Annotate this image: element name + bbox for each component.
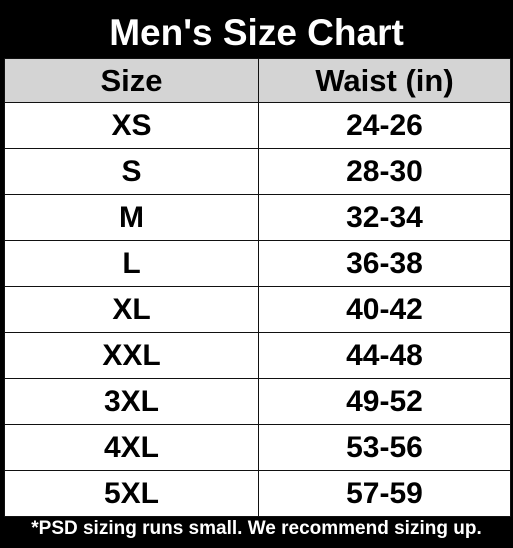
waist-cell: 28-30 [258,148,511,195]
table-row: 4XL 53-56 [4,424,511,471]
waist-cell: 57-59 [258,470,511,517]
table-row: S 28-30 [4,148,511,195]
chart-title: Men's Size Chart [109,12,404,53]
waist-cell: 53-56 [258,424,511,471]
header-size: Size [4,58,259,103]
size-cell: S [4,148,259,195]
waist-cell: 40-42 [258,286,511,333]
waist-cell: 24-26 [258,102,511,149]
table-row: XL 40-42 [4,286,511,333]
size-cell: 5XL [4,470,259,517]
size-cell: XL [4,286,259,333]
waist-cell: 49-52 [258,378,511,425]
size-cell: XS [4,102,259,149]
size-table: Size Waist (in) XS 24-26 S 28-30 M 32-34… [4,58,511,517]
size-cell: L [4,240,259,287]
waist-cell: 36-38 [258,240,511,287]
table-row: 3XL 49-52 [4,378,511,425]
size-cell: 3XL [4,378,259,425]
size-cell: M [4,194,259,241]
table-row: XXL 44-48 [4,332,511,379]
table-row: 5XL 57-59 [4,470,511,517]
waist-cell: 44-48 [258,332,511,379]
sizing-footnote: *PSD sizing runs small. We recommend siz… [31,518,482,539]
header-waist: Waist (in) [258,58,511,103]
size-cell: XXL [4,332,259,379]
table-header-row: Size Waist (in) [4,58,511,103]
size-cell: 4XL [4,424,259,471]
table-row: M 32-34 [4,194,511,241]
waist-cell: 32-34 [258,194,511,241]
table-row: XS 24-26 [4,102,511,149]
table-row: L 36-38 [4,240,511,287]
